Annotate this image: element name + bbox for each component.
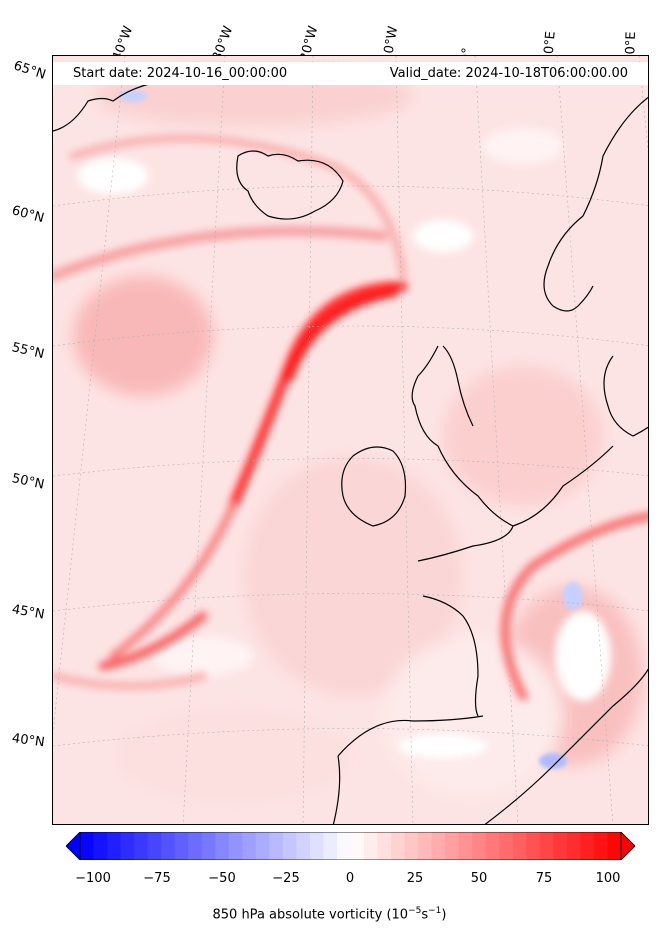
colorbar-cell — [391, 832, 406, 860]
colorbar-cell — [336, 832, 351, 860]
colorbar-cell — [445, 832, 460, 860]
colorbar-cell — [255, 832, 270, 860]
spain-mediterranean-coast — [484, 668, 648, 824]
colorbar-tick-label: 50 — [470, 871, 488, 886]
lat-label-45n: 45°N — [10, 602, 46, 623]
colorbar-cell — [539, 832, 554, 860]
lat-label-65n: 65°N — [11, 58, 48, 83]
great-britain-coast — [411, 345, 514, 562]
france-coast — [422, 595, 479, 717]
colorbar-cell — [188, 832, 203, 860]
colorbar-cell — [404, 832, 419, 860]
greenland-coast — [53, 80, 164, 132]
colorbar-cell — [377, 832, 392, 860]
colorbar-cell — [485, 832, 500, 860]
colorbar-cell — [201, 832, 216, 860]
valid-date-label: Valid_date: 2024-10-18T06:00:00.00 — [389, 66, 628, 81]
colorbar-cell — [296, 832, 311, 860]
colorbar-cell — [282, 832, 297, 860]
colorbar-tick-label: −100 — [75, 871, 111, 886]
colorbar-tick-label: 0 — [345, 871, 355, 886]
colorbar-cell — [526, 832, 541, 860]
britain-east-coast — [442, 345, 474, 427]
colorbar-cell — [580, 832, 595, 860]
portugal-coast — [332, 755, 341, 824]
negative-vorticity-patches — [119, 90, 583, 769]
low-vorticity-patches — [78, 128, 611, 758]
colorbar-tick-label: 75 — [535, 871, 553, 886]
colorbar-cell — [242, 832, 257, 860]
colorbar-cell — [431, 832, 446, 860]
colorbar-cell — [458, 832, 473, 860]
coastlines — [53, 80, 648, 824]
colorbar-cell — [350, 832, 365, 860]
colorbar-cell — [566, 832, 581, 860]
colorbar-cell — [228, 832, 243, 860]
norway-coast — [543, 96, 648, 312]
colorbar-cell — [364, 832, 379, 860]
start-date-label: Start date: 2024-10-16_00:00:00 — [73, 66, 288, 81]
lat-label-60n: 60°N — [10, 203, 46, 227]
vorticity-bands — [53, 134, 648, 701]
colorbar-cell — [215, 832, 230, 860]
iberia-north-coast — [337, 715, 484, 757]
lat-label-55n: 55°N — [10, 340, 46, 363]
colorbar-cell — [323, 832, 338, 860]
colorbar-cell — [269, 832, 284, 860]
colorbar-cell — [107, 832, 122, 860]
colorbar-cell — [472, 832, 487, 860]
colorbar-label: 850 hPa absolute vorticity (10−5s−1) — [212, 906, 447, 923]
colorbar-cell — [607, 832, 622, 860]
colorbar-cell — [309, 832, 324, 860]
sweden-coast — [603, 355, 648, 437]
colorbar-cell — [161, 832, 176, 860]
colorbar-cells — [80, 832, 622, 860]
colorbar-cell — [93, 832, 108, 860]
ireland-coast — [341, 446, 407, 527]
colorbar-cell — [174, 832, 189, 860]
vorticity-map — [52, 55, 649, 825]
colorbar-tick-label: −25 — [272, 871, 300, 886]
colorbar-cell — [80, 832, 95, 860]
colorbar-tick-label: 100 — [595, 871, 621, 886]
header-bar — [53, 62, 648, 85]
lat-label-50n: 50°N — [10, 471, 46, 493]
colorbar-cell — [553, 832, 568, 860]
colorbar-cell — [134, 832, 149, 860]
colorbar-max-extend — [620, 832, 635, 860]
colorbar-cell — [512, 832, 527, 860]
colorbar-cell — [499, 832, 514, 860]
colorbar-cell — [120, 832, 135, 860]
colorbar-cell — [418, 832, 433, 860]
colorbar-tick-label: −50 — [208, 871, 236, 886]
colorbar-tick-label: 25 — [406, 871, 424, 886]
map-canvas — [53, 56, 648, 824]
colorbar — [66, 832, 635, 860]
colorbar-tick-label: −75 — [143, 871, 171, 886]
colorbar-cell — [593, 832, 608, 860]
colorbar-outline — [79, 832, 622, 860]
lat-label-40n: 40°N — [10, 731, 46, 751]
colorbar-cell — [147, 832, 162, 860]
colorbar-min-extend — [66, 832, 81, 860]
graticule — [53, 56, 648, 824]
iceland-coast — [236, 150, 344, 220]
continental-coast — [512, 445, 614, 527]
